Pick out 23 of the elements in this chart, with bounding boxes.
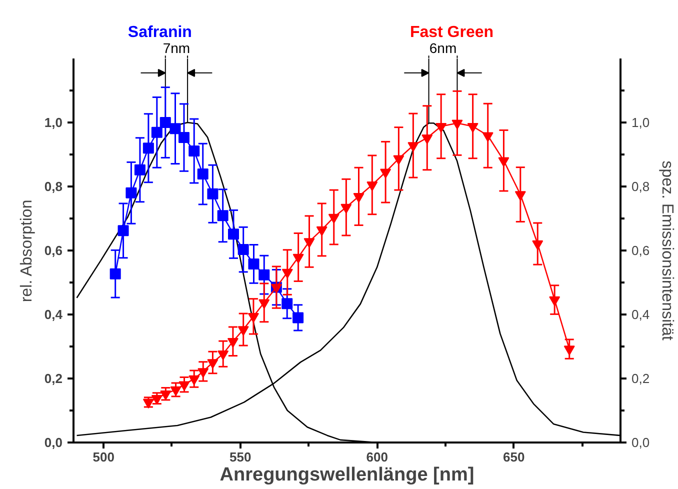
y2-tick-label: 0,4: [632, 307, 650, 322]
x-tick-label: 600: [366, 450, 388, 464]
y-axis-title: rel. Absorption: [18, 200, 36, 302]
y2-tick-label: 1,0: [632, 115, 650, 130]
x-tick-label: 550: [229, 450, 252, 464]
x-tick-label: 650: [502, 450, 525, 464]
y-tick-label: 0,0: [44, 435, 63, 450]
y-tick-label: 0,6: [44, 243, 63, 258]
y-tick-label: 1,0: [44, 115, 63, 130]
y-tick-label: 0,4: [44, 307, 64, 322]
y2-tick-label: 0,8: [632, 179, 650, 194]
annotation: 7nm: [162, 40, 190, 56]
y2-tick-label: 0,0: [632, 435, 650, 450]
text: Fast Green: [410, 24, 494, 41]
annotation: 6nm: [429, 40, 457, 56]
y2-tick-label: 0,6: [632, 243, 650, 258]
x-axis-title: Anregungswellenlänge [nm]: [220, 464, 474, 486]
y2-tick-label: 0,2: [632, 371, 650, 386]
text: Safranin: [128, 24, 192, 41]
y2-axis-title: spez. Emissionsintensität: [658, 160, 676, 341]
y-tick-label: 0,2: [44, 371, 63, 386]
y-tick-label: 0,8: [44, 179, 63, 194]
x-tick-label: 500: [92, 450, 114, 464]
